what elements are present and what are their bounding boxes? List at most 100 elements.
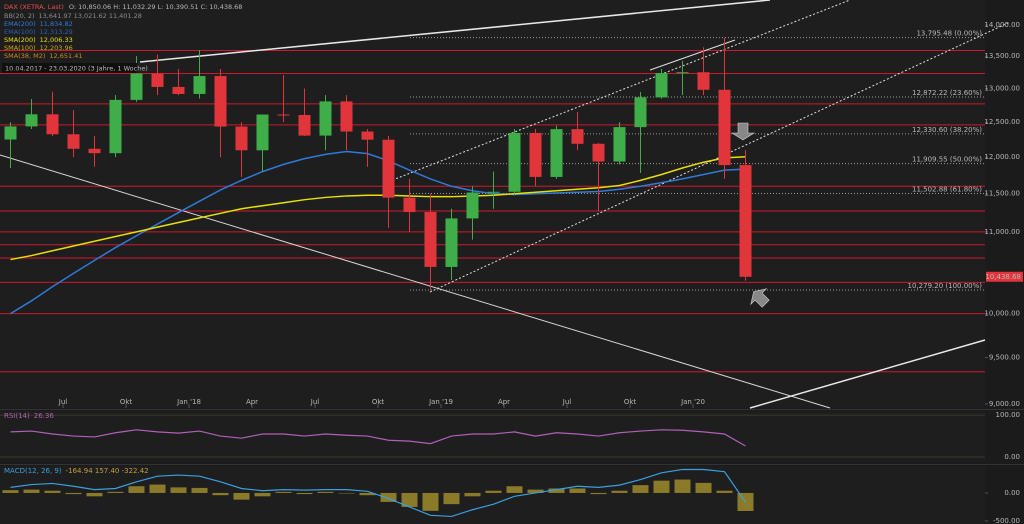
- trend-line: [0, 154, 831, 409]
- y-tick-label: 100.00: [996, 411, 1021, 419]
- x-tick-label: Jul: [562, 398, 572, 406]
- legend-name: SMA(38, M2): [4, 52, 45, 60]
- x-tick-label: Jan '19: [428, 398, 453, 406]
- macd-bar: [401, 492, 418, 507]
- candle-body: [529, 132, 542, 177]
- macd-bar: [464, 492, 481, 497]
- channel-line: [649, 39, 736, 71]
- candle-body: [277, 114, 290, 116]
- macd-line: [10, 468, 746, 518]
- candle-body: [340, 101, 353, 132]
- candle-body: [592, 143, 605, 162]
- macd-bar: [674, 479, 691, 493]
- rsi-line: [10, 429, 746, 447]
- legend-items: BB(20, 2) 13,641.97 13,021.62 11,401.28EM…: [4, 12, 142, 60]
- candle-body: [571, 129, 584, 144]
- candle-body: [697, 72, 710, 90]
- macd-bar: [506, 486, 523, 493]
- x-tick-label: Jul: [310, 398, 320, 406]
- legend-reading: 12,313.29: [40, 28, 73, 36]
- y-tick-label: 14,000.00: [984, 21, 1020, 29]
- last-price-label: 10,438.68: [985, 273, 1021, 281]
- macd-reading: -164.94 157.40 -322.42: [66, 467, 149, 475]
- candle-body: [193, 76, 206, 94]
- title: DAX (XETRA, Last): [4, 3, 64, 11]
- y-tick-label: -500.00: [993, 517, 1020, 524]
- indicator-line: [10, 150, 746, 315]
- macd-bar: [44, 490, 61, 493]
- candle-body: [256, 114, 269, 151]
- macd-bar: [590, 492, 607, 495]
- candle-body: [403, 197, 416, 213]
- x-tick-label: Jul: [58, 398, 68, 406]
- y-tick-label: 13,000.00: [984, 85, 1020, 93]
- macd-bar: [359, 492, 376, 496]
- fib-label: 13,795.48 (0.00%): [916, 30, 982, 38]
- legend-name: BB(20, 2): [4, 12, 35, 20]
- candle-body: [214, 76, 227, 127]
- candle-body: [718, 89, 731, 166]
- legend-title: DAX (XETRA, Last) O: 10,850.06 H: 11,032.…: [4, 3, 242, 11]
- legend-reading: 12,651.41: [49, 52, 82, 60]
- legend-entry: SMA(200) 12,006.33: [4, 36, 73, 44]
- period: 10.04.2017 - 23.03.2020 (3 Jahre, 1 Woch…: [5, 65, 148, 73]
- macd-bar: [191, 487, 208, 493]
- candle-body: [67, 134, 80, 149]
- y-tick-label: 12,000.00: [984, 153, 1020, 161]
- legend-entry: EMA(200) 11,834.82: [4, 20, 73, 28]
- candle-body: [88, 148, 101, 154]
- candle-body: [361, 131, 374, 140]
- macd-bar: [149, 484, 166, 493]
- y-tick-label: 11,000.00: [984, 228, 1020, 236]
- last-price-box: [986, 271, 1023, 282]
- x-tick-label: Apr: [498, 398, 510, 406]
- y-tick-label: 9,500.00: [989, 354, 1020, 362]
- legend-reading: 11,834.82: [40, 20, 73, 28]
- plot: [4, 37, 752, 315]
- fib-label: 10,279.20 (100.00%): [908, 282, 983, 290]
- legend-entry: BB(20, 2) 13,641.97 13,021.62 11,401.28: [4, 12, 142, 20]
- candle-body: [424, 212, 437, 267]
- legend-entry: EMA(100) 12,313.29: [4, 28, 73, 36]
- candle-body: [382, 139, 395, 198]
- arrow-icon: [730, 122, 756, 141]
- x-tick-label: Okt: [372, 398, 385, 406]
- macd-bar: [254, 492, 271, 497]
- rsi-legend: RSI(14) 26.36: [4, 412, 54, 420]
- candle-body: [298, 114, 311, 136]
- legend-name: EMA(200): [4, 20, 36, 28]
- legend-name: EMA(100): [4, 28, 36, 36]
- y-tick-label: 0.00: [1004, 489, 1020, 497]
- y-tick-label: 0.00: [1004, 453, 1020, 461]
- rsi-reading: 26.36: [34, 412, 55, 420]
- macd-bar: [170, 487, 187, 493]
- macd-bar: [128, 486, 145, 493]
- legend-reading: 12,203.96: [40, 44, 73, 52]
- x-tick-label: Jan '20: [680, 398, 705, 406]
- candle-body: [676, 72, 689, 74]
- trend-lines: [0, 0, 1011, 409]
- macd-bar: [716, 490, 733, 493]
- macd-bar: [65, 492, 82, 495]
- y-tick-label: 11,500.00: [984, 190, 1020, 198]
- candle-body: [634, 97, 647, 128]
- rsi-title: RSI(14): [4, 412, 30, 420]
- fib-label: 11,909.55 (50.00%): [912, 156, 982, 164]
- candle-body: [130, 73, 143, 100]
- indicator-line: [10, 156, 746, 261]
- trend-line: [749, 339, 986, 409]
- levels: 13,795.48 (0.00%) 12,872.22 (23.60%) 12,33…: [0, 24, 988, 408]
- candle-body: [550, 129, 563, 177]
- fib-label: 12,872.22 (23.60%): [912, 89, 982, 97]
- macd-bar: [86, 492, 103, 497]
- price-panel: [0, 0, 985, 408]
- legend-entry: SMA(38, M2) 12,651.41: [4, 52, 83, 60]
- candle-body: [319, 101, 332, 136]
- macd-bar: [107, 491, 124, 493]
- macd-bar: [296, 492, 313, 495]
- candle-body: [235, 126, 248, 151]
- x-tick-label: Jan '18: [176, 398, 201, 406]
- candle-body: [46, 114, 59, 135]
- macd-bar: [2, 490, 19, 493]
